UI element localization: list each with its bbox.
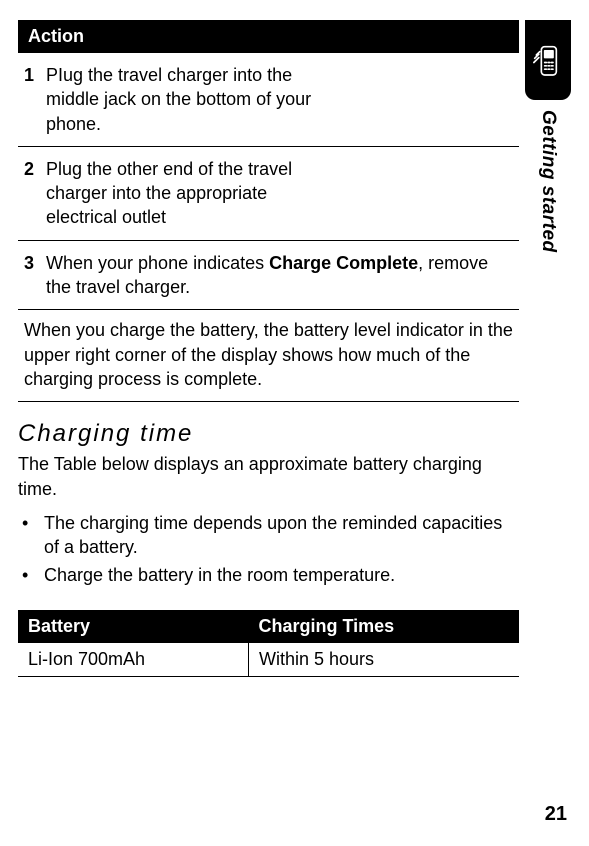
step-text: Plug the other end of the travel charger… [46,157,306,230]
action-step: 1 PIug the travel charger into the middl… [18,53,519,147]
step-text: When your phone indicates Charge Complet… [46,251,515,300]
action-header: Action [18,20,519,53]
action-step: 2 Plug the other end of the travel charg… [18,147,519,241]
charging-time-intro: The Table below displays an approximate … [18,452,519,501]
charging-bullet-list: The charging time depends upon the remin… [18,511,519,588]
table-header-battery: Battery [18,610,248,643]
table-cell-battery: Li-Ion 700mAh [18,643,248,677]
section-side-label: Getting started [525,110,571,310]
table-row: Li-Ion 700mAh Within 5 hours [18,643,519,677]
page-number: 21 [545,803,567,826]
page: Getting started Action 1 PIug the travel… [0,0,589,846]
charging-bullet-item: The charging time depends upon the remin… [18,511,519,560]
charging-times-table: Battery Charging Times Li-Ion 700mAh Wit… [18,610,519,677]
step-text-prefix: When your phone indicates [46,253,269,273]
table-cell-charging-time: Within 5 hours [248,643,519,677]
step-number: 1 [24,63,46,136]
phone-icon [531,40,565,80]
section-tab-icon [525,20,571,100]
step-text-bold: Charge Complete [269,253,418,273]
step-text: PIug the travel charger into the middle … [46,63,346,136]
table-header-row: Battery Charging Times [18,610,519,643]
step-number: 2 [24,157,46,230]
step-number: 3 [24,251,46,300]
action-note: When you charge the battery, the battery… [18,310,519,402]
charging-time-heading: Charging time [18,420,519,448]
charging-bullet-item: Charge the battery in the room temperatu… [18,563,519,587]
section-side-label-text: Getting started [537,110,559,253]
table-header-charging-times: Charging Times [248,610,519,643]
action-step: 3 When your phone indicates Charge Compl… [18,241,519,311]
